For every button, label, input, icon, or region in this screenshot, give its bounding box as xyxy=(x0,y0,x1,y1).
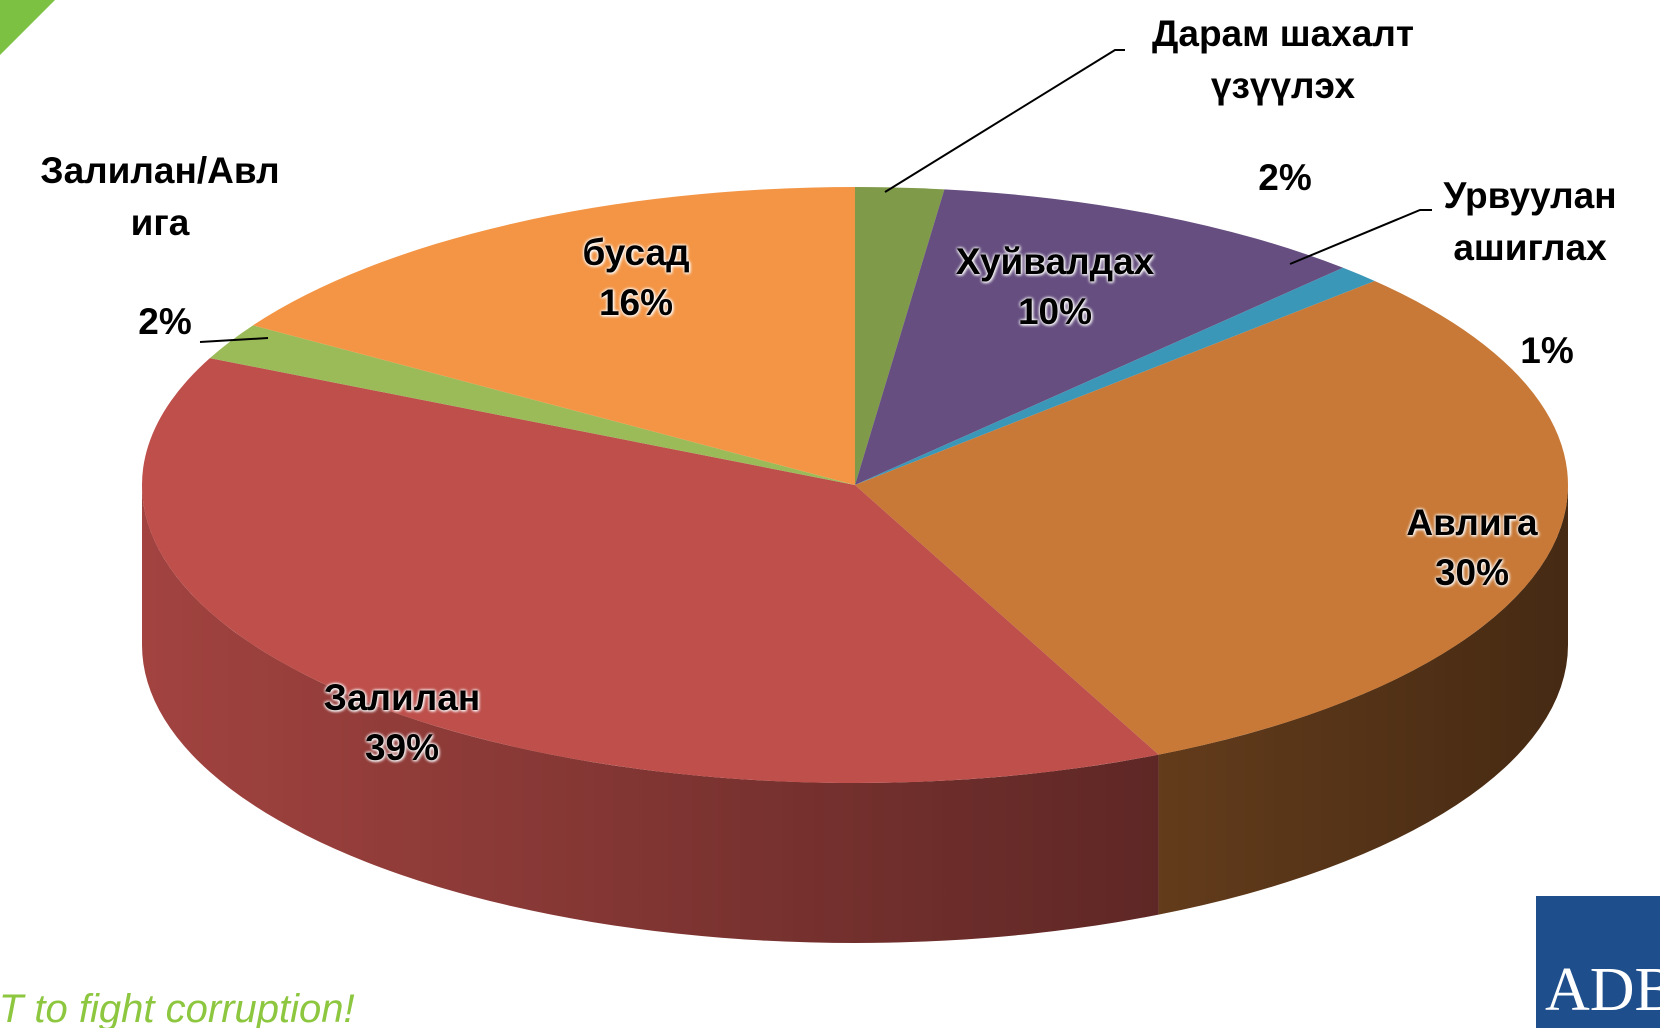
slice-side xyxy=(1158,485,1568,915)
slice xyxy=(855,281,1568,755)
slice-name: бусад xyxy=(582,232,690,273)
slice-name: Дарам шахалт үзүүлэх xyxy=(1152,13,1414,106)
leader-line xyxy=(199,337,269,343)
slice-name: Авлига xyxy=(1406,502,1538,543)
slice-value: 16% xyxy=(598,282,674,323)
slice xyxy=(855,267,1375,485)
slice xyxy=(209,325,856,485)
logo-box xyxy=(1536,896,1660,1028)
slice-value: 30% xyxy=(1434,552,1510,593)
pie xyxy=(142,187,1568,944)
leader-lines xyxy=(199,49,1432,343)
slice xyxy=(252,187,855,485)
slice-name: Залилан xyxy=(323,677,481,718)
leader-line xyxy=(1289,209,1432,265)
footer: CT to fight corruption! xyxy=(0,987,355,1028)
logo: ADB xyxy=(1545,956,1660,1024)
leader-line xyxy=(884,49,1125,193)
slice-name: Урвуулан ашиглах xyxy=(1443,175,1617,268)
slice-name: Хуйвалдах xyxy=(955,241,1155,282)
slice xyxy=(855,189,1344,485)
slice-value: 39% xyxy=(364,727,440,768)
slice-value: 10% xyxy=(1017,291,1093,332)
slice-value: 2% xyxy=(1258,157,1312,198)
slice xyxy=(855,187,945,485)
slice-side xyxy=(142,485,1159,944)
slice xyxy=(142,358,1159,783)
slice-value: 1% xyxy=(1520,330,1574,371)
slice-value: 2% xyxy=(138,301,192,342)
corner-decoration xyxy=(0,0,55,55)
slice-name: Залилан/Авл ига xyxy=(40,150,280,243)
